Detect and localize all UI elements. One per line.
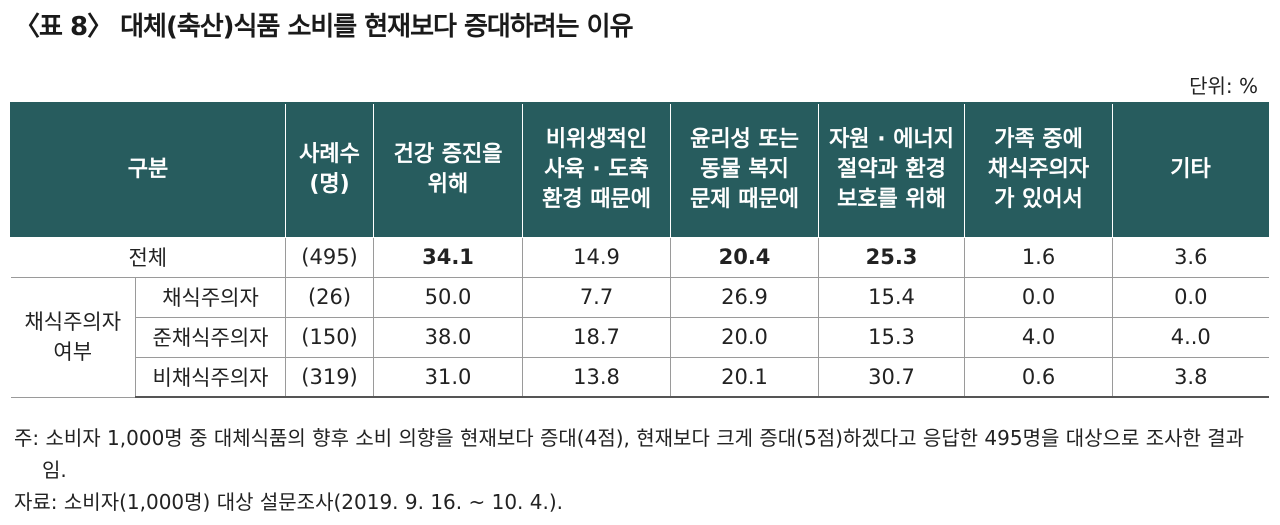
- footnote-source: 자료: 소비자(1,000명) 대상 설문조사(2019. 9. 16. ~ 1…: [14, 490, 564, 514]
- footnote-note-continued: 임.: [42, 458, 67, 482]
- cell-count: (495): [285, 236, 375, 278]
- row-label: 비채식주의자: [135, 356, 287, 398]
- footnote-note: 주: 소비자 1,000명 중 대체식품의 향후 소비 의향을 현재보다 증대(…: [14, 426, 1245, 450]
- cell-value: 7.7: [522, 276, 672, 318]
- table-row-non-vegetarian: 비채식주의자 (319) 31.0 13.8 20.1 30.7 0.6 3.8: [11, 356, 1269, 398]
- cell-value: 13.8: [522, 356, 672, 398]
- group-label: 채식주의자 여부: [10, 276, 136, 398]
- cell-value: 4.0: [964, 316, 1114, 358]
- cell-value: 0.0: [964, 276, 1114, 318]
- table-row-total: 전체 (495) 34.1 14.9 20.4 25.3 1.6 3.6: [10, 236, 1269, 278]
- cell-value: 25.3: [818, 236, 966, 278]
- table-title: 〈표 8〉 대체(축산)식품 소비를 현재보다 증대하려는 이유: [14, 12, 633, 42]
- cell-value: 18.7: [522, 316, 672, 358]
- cell-value: 0.6: [964, 356, 1114, 398]
- header-family: 가족 중에 채식주의자 가 있어서: [964, 102, 1114, 238]
- header-ethics: 윤리성 또는 동물 복지 문제 때문에: [670, 102, 820, 238]
- table-row-vegetarian: 채식주의자 여부 채식주의자 (26) 50.0 7.7 26.9 15.4 0.…: [10, 276, 1269, 398]
- cell-value: 34.1: [373, 236, 524, 278]
- cell-count: (26): [285, 276, 375, 318]
- data-table: 구분 사례수 (명) 건강 증진을 위해 비위생적인 사육 · 도축 환경 때문에 윤리…: [9, 102, 1270, 398]
- header-row: 구분 사례수 (명) 건강 증진을 위해 비위생적인 사육 · 도축 환경 때문에 윤리…: [9, 102, 1270, 238]
- row-label: 채식주의자: [134, 276, 287, 318]
- unit-label: 단위: %: [1189, 74, 1258, 98]
- cell-value: 0.0: [1112, 276, 1269, 318]
- table-row-semi-vegetarian: 준채식주의자 (150) 38.0 18.7 20.0 15.3 4.0 4..…: [11, 316, 1269, 358]
- cell-value: 4..0: [1112, 316, 1269, 358]
- cell-value: 38.0: [373, 316, 524, 358]
- cell-count: (319): [285, 356, 375, 398]
- cell-value: 3.8: [1112, 356, 1269, 398]
- cell-count: (150): [285, 316, 375, 358]
- cell-value: 1.6: [964, 236, 1114, 278]
- row-label: 전체: [10, 236, 287, 278]
- header-hygiene: 비위생적인 사육 · 도축 환경 때문에: [522, 102, 672, 238]
- header-other: 기타: [1112, 102, 1270, 238]
- cell-value: 3.6: [1112, 236, 1269, 278]
- cell-value: 20.4: [670, 236, 820, 278]
- footnotes: 주: 소비자 1,000명 중 대체식품의 향후 소비 의향을 현재보다 증대(…: [14, 422, 1270, 518]
- cell-value: 26.9: [670, 276, 820, 318]
- header-category: 구분: [9, 102, 287, 238]
- cell-value: 30.7: [818, 356, 966, 398]
- header-count: 사례수 (명): [285, 102, 375, 238]
- row-label: 준채식주의자: [135, 316, 287, 358]
- header-health: 건강 증진을 위해: [373, 102, 524, 238]
- cell-value: 14.9: [522, 236, 672, 278]
- header-environment: 자원 · 에너지 절약과 환경 보호를 위해: [818, 102, 966, 238]
- cell-value: 20.1: [670, 356, 820, 398]
- cell-value: 31.0: [373, 356, 524, 398]
- cell-value: 20.0: [670, 316, 820, 358]
- cell-value: 15.4: [818, 276, 966, 318]
- cell-value: 50.0: [373, 276, 524, 318]
- cell-value: 15.3: [818, 316, 966, 358]
